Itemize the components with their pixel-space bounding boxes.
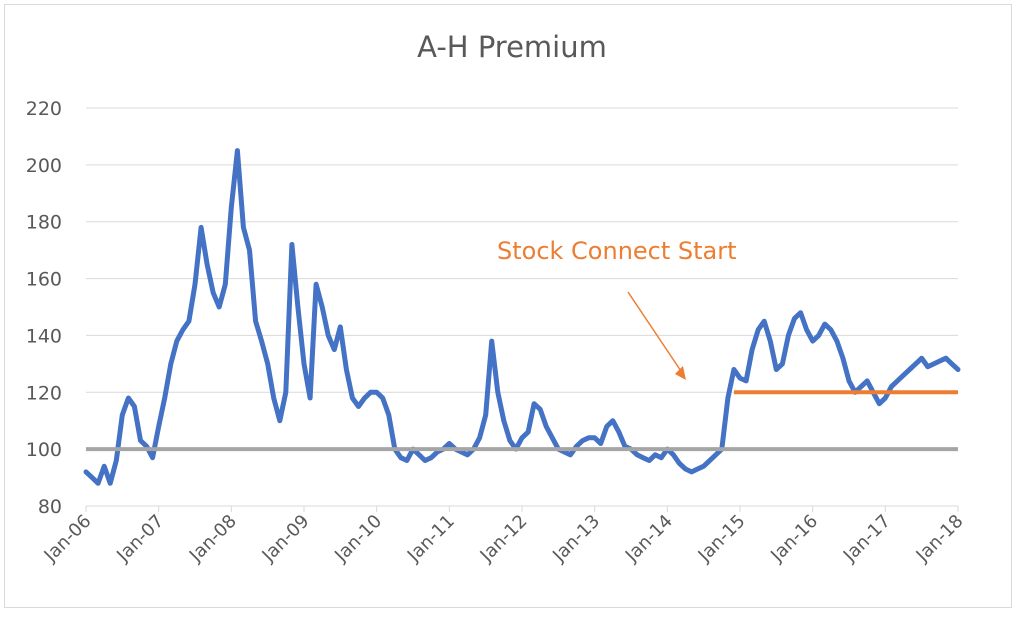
annotation-arrow-line xyxy=(627,291,684,375)
y-tick-label: 220 xyxy=(26,98,62,120)
y-tick-label: 80 xyxy=(38,496,62,518)
annotation-arrowhead xyxy=(674,366,686,380)
x-tick-label: Jan-08 xyxy=(185,511,241,567)
y-tick-label: 200 xyxy=(26,155,62,177)
x-tick-label: Jan-09 xyxy=(258,511,314,567)
x-axis-ticks: Jan-06 Jan-07 Jan-08 Jan-09 Jan-10 Jan-11 Jan-… xyxy=(40,506,968,567)
x-tick-label: Jan-07 xyxy=(112,511,168,567)
x-tick-label: Jan-13 xyxy=(548,511,604,567)
chart-title: A-H Premium xyxy=(417,30,607,64)
series-group xyxy=(83,148,961,486)
y-tick-label: 180 xyxy=(26,212,62,234)
annotation-group: Stock Connect Start xyxy=(497,237,737,380)
x-tick-label: Jan-14 xyxy=(621,511,677,567)
x-tick-label: Jan-17 xyxy=(839,511,895,567)
gridlines xyxy=(86,107,958,507)
y-tick-label: 140 xyxy=(26,325,62,347)
x-tick-label: Jan-11 xyxy=(403,511,459,567)
annotation-label: Stock Connect Start xyxy=(497,237,737,265)
x-tick-label: Jan-16 xyxy=(766,511,822,567)
y-axis-ticks: 80 100 120 140 160 180 200 220 xyxy=(26,98,62,518)
x-tick-label: Jan-18 xyxy=(912,511,968,567)
series-line xyxy=(83,148,961,486)
y-tick-label: 160 xyxy=(26,269,62,291)
x-tick-label: Jan-15 xyxy=(694,511,750,567)
y-tick-label: 120 xyxy=(26,382,62,404)
y-tick-label: 100 xyxy=(26,439,62,461)
chart-frame xyxy=(4,4,1012,608)
x-tick-label: Jan-10 xyxy=(330,511,386,567)
x-tick-label: Jan-06 xyxy=(40,511,96,567)
x-tick-label: Jan-12 xyxy=(476,511,532,567)
